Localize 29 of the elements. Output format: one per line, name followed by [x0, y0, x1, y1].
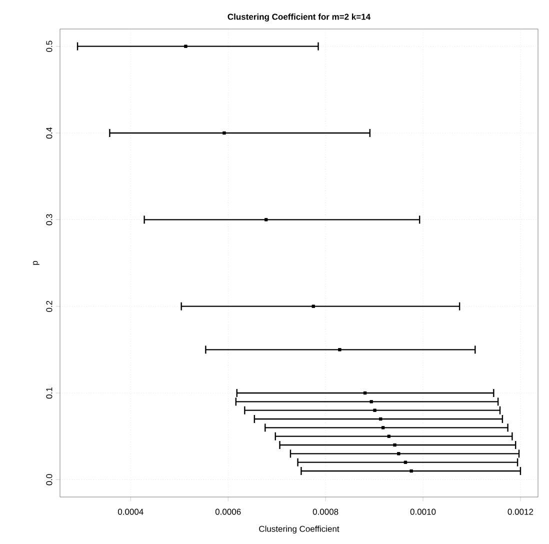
point: [379, 417, 382, 421]
x-tick-label: 0.0008: [312, 508, 338, 515]
y-tick-label: 0.3: [46, 214, 52, 226]
x-tick-label: 0.0004: [118, 508, 144, 515]
point: [264, 218, 268, 222]
x-tick-label: 0.0006: [215, 508, 241, 515]
point: [393, 443, 396, 447]
y-tick-label: 0.1: [46, 388, 52, 399]
point: [387, 434, 391, 438]
point: [404, 460, 408, 464]
point: [373, 408, 376, 412]
y-axis-title: p: [33, 260, 40, 265]
chart-title: Clustering Coefficient for m=2 k=14: [228, 14, 371, 22]
x-tick-label: 0.0012: [508, 508, 534, 515]
point: [184, 44, 188, 48]
point: [363, 391, 367, 395]
point: [370, 400, 373, 404]
point: [381, 426, 385, 430]
x-axis-title: Clustering Coefficient: [259, 526, 340, 534]
point: [397, 452, 400, 456]
point: [222, 131, 226, 135]
y-tick-label: 0.0: [46, 474, 52, 486]
point: [312, 304, 315, 308]
point: [410, 469, 413, 473]
x-tick-label: 0.0010: [410, 508, 436, 515]
point: [338, 348, 342, 352]
y-tick-label: 0.5: [46, 40, 52, 52]
y-tick-label: 0.2: [46, 300, 52, 312]
y-tick-label: 0.4: [46, 127, 52, 139]
